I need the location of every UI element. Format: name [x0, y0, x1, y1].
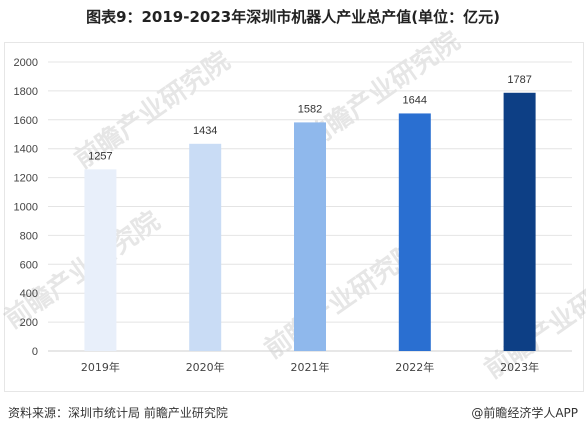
y-tick-label: 800	[20, 230, 38, 242]
data-label: 1434	[193, 125, 217, 137]
y-tick-label: 1800	[14, 86, 38, 98]
data-label: 1644	[403, 94, 427, 106]
brand-label: @前瞻经济学人APP	[471, 406, 578, 420]
y-tick-label: 1000	[14, 202, 38, 214]
x-tick-label: 2020年	[186, 360, 225, 374]
y-tick-label: 1600	[14, 115, 38, 127]
source-note: 资料来源：深圳市统计局 前瞻产业研究院	[8, 406, 228, 420]
x-tick-label: 2022年	[395, 360, 434, 374]
bar	[84, 169, 117, 351]
data-label: 1787	[507, 74, 531, 86]
y-tick-label: 1400	[14, 144, 38, 156]
data-label: 1257	[88, 150, 112, 162]
y-tick-label: 0	[32, 346, 38, 358]
bar	[398, 113, 431, 351]
y-tick-label: 1200	[14, 173, 38, 185]
bar	[294, 122, 326, 351]
bar	[503, 92, 536, 351]
x-tick-label: 2023年	[500, 360, 539, 374]
y-tick-label: 400	[20, 288, 38, 300]
chart-title: 图表9：2019-2023年深圳市机器人产业总产值(单位：亿元)	[86, 8, 500, 26]
y-tick-label: 200	[20, 317, 38, 329]
x-tick-label: 2021年	[291, 360, 330, 374]
y-tick-label: 600	[20, 259, 38, 271]
x-tick-label: 2019年	[81, 360, 120, 374]
y-tick-label: 2000	[14, 57, 38, 69]
data-label: 1582	[298, 103, 322, 115]
bar	[189, 143, 222, 351]
